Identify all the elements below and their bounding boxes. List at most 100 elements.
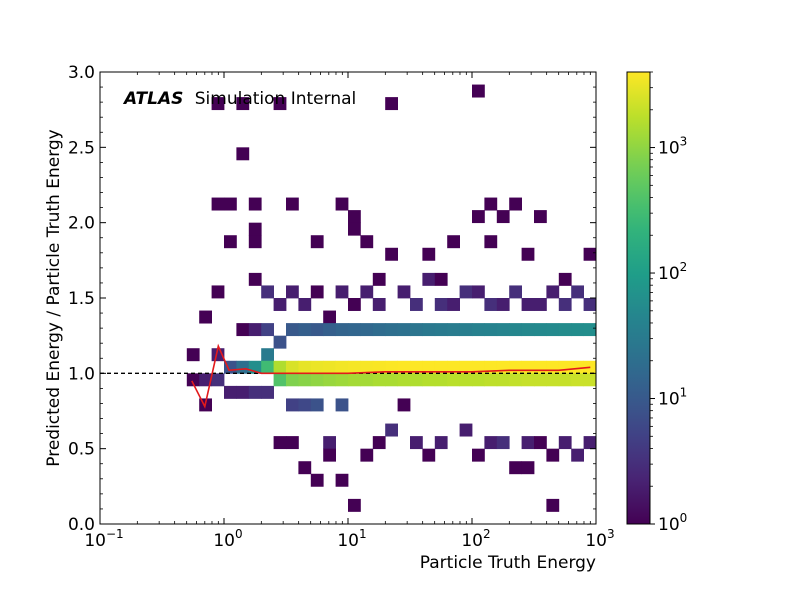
heatmap-cell — [496, 373, 510, 387]
y-tick-label: 3.0 — [68, 63, 95, 83]
heatmap-cell — [286, 436, 299, 450]
heatmap-cell — [310, 285, 324, 299]
x-tick-label: 100 — [213, 527, 242, 551]
y-axis-label: Predicted Energy / Particle Truth Energy — [44, 129, 64, 467]
heatmap-cell — [348, 298, 361, 311]
heatmap-cell — [298, 360, 312, 374]
heatmap-cell — [310, 398, 324, 412]
heatmap-cell — [434, 298, 448, 311]
heatmap-cell — [224, 197, 237, 211]
heatmap-cell — [496, 360, 510, 374]
heatmap-cell — [323, 310, 336, 324]
heatmap-cell — [521, 247, 535, 261]
heatmap-cell — [385, 373, 398, 387]
heatmap-cell — [211, 285, 225, 299]
heatmap-cell — [571, 373, 584, 387]
heatmap-cell — [434, 272, 448, 286]
heatmap-cell — [434, 373, 448, 387]
heatmap-cell — [521, 298, 535, 311]
heatmap-cell — [509, 360, 522, 374]
heatmap-cell — [248, 235, 262, 249]
heatmap-cell — [509, 285, 522, 299]
heatmap-cell — [521, 461, 535, 475]
heatmap-cell — [236, 147, 250, 161]
heatmap-cell — [261, 360, 274, 374]
heatmap-cell — [211, 197, 225, 211]
heatmap-cell — [509, 373, 522, 387]
heatmap-cell — [484, 197, 498, 211]
heatmap-cell — [335, 373, 349, 387]
heatmap-cell — [261, 323, 274, 337]
heatmap-cell — [472, 360, 485, 374]
colorbar-scale — [626, 71, 651, 525]
heatmap-cell — [224, 235, 237, 249]
heatmap-cell — [372, 298, 386, 311]
heatmap-cell — [558, 360, 572, 374]
heatmap-cell — [199, 310, 212, 324]
heatmap-cell — [236, 385, 250, 399]
heatmap-cell — [459, 360, 473, 374]
heatmap-cell — [397, 373, 411, 387]
x-axis-label: Particle Truth Energy — [420, 553, 596, 573]
heatmap-cell — [310, 373, 324, 387]
x-tick-label: 103 — [585, 527, 614, 551]
heatmap-cell — [236, 323, 250, 337]
heatmap-cell — [472, 84, 485, 98]
heatmap-cell — [397, 285, 411, 299]
heatmap-cell — [298, 398, 312, 412]
heatmap-cell — [558, 272, 572, 286]
heatmap-cell — [571, 323, 584, 337]
heatmap-cell — [385, 323, 398, 337]
x-tick-label: 10−1 — [84, 527, 123, 551]
heatmap-cell — [422, 373, 436, 387]
heatmap-cell — [348, 373, 361, 387]
heatmap-cell — [273, 298, 287, 311]
heatmap-cell — [348, 210, 361, 224]
heatmap-cell — [286, 197, 299, 211]
heatmap-cell — [422, 272, 436, 286]
y-axis: 0.0 0.5 1.0 1.5 2.0 2.5 3.0 — [68, 63, 596, 535]
heatmap-cell — [410, 360, 423, 374]
heatmap-cell — [286, 360, 299, 374]
heatmap-cell — [273, 436, 287, 450]
heatmap-cell — [558, 373, 572, 387]
heatmap-cell — [360, 323, 374, 337]
heatmap-cell — [472, 285, 485, 299]
heatmap-cell — [236, 97, 250, 111]
heatmap-cell — [298, 323, 312, 337]
heatmap-cell — [447, 323, 460, 337]
heatmap-cell — [273, 360, 287, 374]
heatmap-cell — [422, 247, 436, 261]
x-tick-label: 101 — [337, 527, 366, 551]
heatmap-cell — [211, 97, 225, 111]
heatmap-cell — [583, 298, 597, 311]
y-tick-label: 1.0 — [68, 364, 95, 384]
heatmap-cell — [286, 323, 299, 337]
heatmap-cell — [521, 373, 535, 387]
x-axis: 10−1 100 101 102 103 — [84, 72, 615, 551]
heatmap-cell — [335, 285, 349, 299]
y-tick-label: 1.5 — [68, 289, 95, 309]
y-tick-label: 2.0 — [68, 214, 95, 234]
heatmap-cell — [546, 285, 560, 299]
heatmap-cell — [248, 222, 262, 236]
heatmap-cell — [410, 323, 423, 337]
colorbar-tick-label: 102 — [658, 260, 687, 284]
heatmap-cell — [273, 97, 287, 111]
heatmap-cell — [583, 436, 597, 450]
heatmap-cell — [484, 373, 498, 387]
heatmap-cell — [459, 373, 473, 387]
heatmap-cell — [261, 285, 274, 299]
heatmap-cell — [484, 298, 498, 311]
heatmap-cell — [546, 323, 560, 337]
heatmap-cell — [335, 197, 349, 211]
heatmap-cell — [397, 360, 411, 374]
heatmap-cell — [546, 373, 560, 387]
colorbar-tick-label: 101 — [658, 386, 687, 410]
heatmap-cell — [496, 298, 510, 311]
heatmap-cell — [496, 210, 510, 224]
heatmap-cell — [335, 473, 349, 487]
heatmap-cell — [459, 423, 473, 437]
heatmap-cell — [323, 360, 336, 374]
